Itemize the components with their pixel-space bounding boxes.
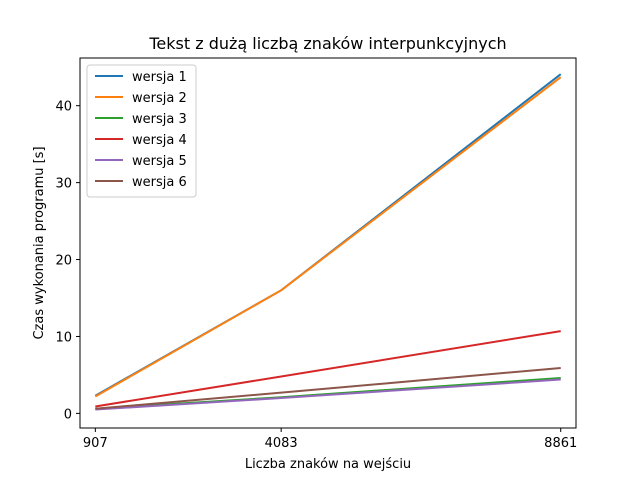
plot-frame	[79, 57, 577, 429]
y-tick-label: 30	[55, 177, 72, 192]
x-tick-label: 907	[83, 436, 108, 451]
x-tick-label: 4083	[265, 436, 298, 451]
chart-title: Tekst z dużą liczbą znaków interpunkcyjn…	[148, 34, 506, 53]
legend-label: wersja 2	[132, 91, 187, 106]
series-line-3	[95, 377, 561, 410]
series-line-4	[95, 330, 561, 408]
legend-label: wersja 3	[132, 112, 187, 127]
legend-label: wersja 6	[132, 175, 187, 190]
y-tick-label: 40	[55, 100, 72, 115]
y-axis-title: Czas wykonania programu [s]	[32, 146, 47, 339]
y-tick-label: 20	[55, 254, 72, 269]
series-line-5	[95, 378, 561, 411]
series-line-6	[95, 367, 561, 410]
legend-label: wersja 4	[132, 133, 187, 148]
legend: wersja 1 wersja 2 wersja 3 wersja 4 wersja 5…	[86, 64, 197, 198]
y-tick-label: 0	[64, 407, 72, 422]
legend-label: wersja 5	[132, 154, 187, 169]
x-tick-label: 8861	[544, 436, 577, 451]
series-line-2	[94, 76, 562, 398]
plot-series	[94, 73, 562, 411]
x-axis: 907 4083 8861	[83, 428, 577, 451]
y-axis: 0 10 20 30 40	[55, 100, 80, 422]
legend-label: wersja 1	[132, 70, 187, 85]
y-tick-label: 10	[55, 330, 72, 345]
x-axis-title: Liczba znaków na wejściu	[245, 457, 411, 472]
